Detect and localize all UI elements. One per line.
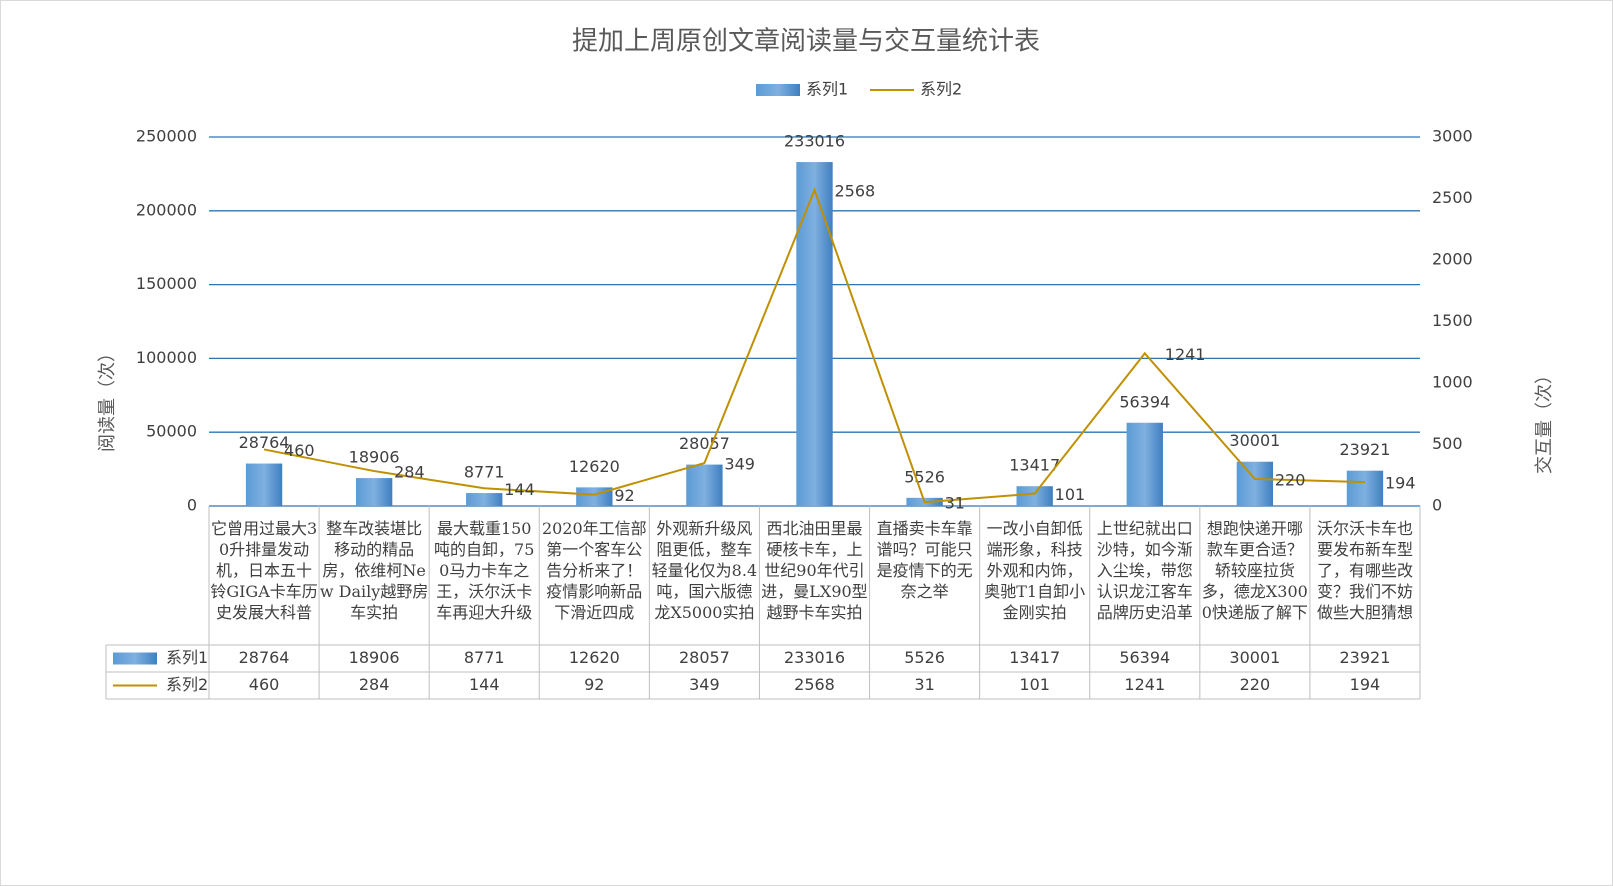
x-tick-label: 沃尔沃卡车也要发布新车型了，有哪些改变？我们不妨做些大胆猜想 — [1316, 519, 1413, 622]
data-label: 233016 — [784, 132, 845, 151]
data-label: 92 — [614, 486, 634, 505]
legend-key — [113, 652, 157, 665]
bar — [796, 162, 833, 506]
table-cell: 101 — [1019, 675, 1050, 694]
y2-tick-label: 1000 — [1432, 373, 1473, 392]
data-label: 12620 — [569, 457, 620, 476]
x-tick-label: 一改小自卸低端形象，科技外观和内饰，奥驰T1自卸小金刚实拍 — [984, 519, 1086, 622]
data-label: 56394 — [1119, 392, 1170, 411]
table-cell: 233016 — [784, 648, 845, 667]
legend-label: 系列2 — [920, 80, 962, 99]
y-tick-label: 0 — [187, 496, 197, 515]
data-label: 8771 — [464, 463, 505, 482]
data-label: 101 — [1055, 485, 1086, 504]
data-label: 349 — [724, 455, 755, 474]
table-cell: 2568 — [794, 675, 835, 694]
y-tick-label: 200000 — [136, 200, 197, 219]
data-label: 31 — [945, 494, 965, 513]
category-cell: 直播卖卡车靠谱吗？可能只是疫情下的无奈之举 — [876, 519, 973, 601]
y-tick-label: 250000 — [136, 127, 197, 146]
y-axis-title: 阅读量（次） — [97, 344, 118, 452]
y-tick-label: 100000 — [136, 348, 197, 367]
category-cell: 想跑快递开哪款车更合适？轿较座拉货多，德龙X3000快递版了解下 — [1201, 519, 1308, 622]
x-tick-label: 想跑快递开哪款车更合适？轿较座拉货多，德龙X3000快递版了解下 — [1201, 519, 1308, 622]
legend-key — [756, 84, 800, 96]
x-tick-label: 整车改装堪比移动的精品房，依维柯New Daily越野房车实拍 — [319, 519, 429, 622]
legend-label: 系列1 — [806, 80, 848, 99]
table-cell: 284 — [359, 675, 390, 694]
table-cell: 28764 — [239, 648, 290, 667]
y2-axis-title: 交互量（次） — [1534, 366, 1555, 474]
data-label: 460 — [284, 441, 315, 460]
data-label: 28057 — [679, 434, 730, 453]
data-label: 220 — [1275, 470, 1306, 489]
category-cell: 沃尔沃卡车也要发布新车型了，有哪些改变？我们不妨做些大胆猜想 — [1316, 519, 1413, 622]
data-label: 284 — [394, 463, 425, 482]
y-tick-label: 150000 — [136, 274, 197, 293]
table-cell: 144 — [469, 675, 500, 694]
table-cell: 349 — [689, 675, 720, 694]
x-tick-label: 外观新升级风阻更低，整车轻量化仅为8.4吨，国六版德龙X5000实拍 — [651, 519, 758, 622]
y2-tick-label: 500 — [1432, 434, 1463, 453]
table-cell: 56394 — [1119, 648, 1170, 667]
table-cell: 28057 — [679, 648, 730, 667]
x-tick-label: 直播卖卡车靠谱吗？可能只是疫情下的无奈之举 — [876, 519, 973, 601]
bar — [245, 463, 283, 506]
data-label: 13417 — [1009, 456, 1060, 475]
data-label: 194 — [1385, 474, 1416, 493]
table-cell: 8771 — [464, 648, 505, 667]
table-cell: 13417 — [1009, 648, 1060, 667]
y2-tick-label: 1500 — [1432, 311, 1473, 330]
data-label: 28764 — [239, 433, 290, 452]
chart-title: 提加上周原创文章阅读量与交互量统计表 — [572, 27, 1040, 57]
data-label: 2568 — [835, 182, 876, 201]
table-cell: 12620 — [569, 648, 620, 667]
data-label: 23921 — [1340, 440, 1391, 459]
y-tick-label: 50000 — [146, 422, 197, 441]
table-cell: 31 — [914, 675, 934, 694]
bar — [1346, 470, 1384, 506]
x-tick-label: 2020年工信部第一个客车公告分析来了！疫情影响新品下滑近四成 — [541, 519, 647, 622]
data-label: 5526 — [904, 467, 945, 486]
table-cell: 5526 — [904, 648, 945, 667]
bar — [1236, 461, 1274, 506]
table-cell: 1241 — [1124, 675, 1165, 694]
category-cell: 它曾用过最大30升排量发动机，日本五十铃GIGA卡车历史发展大科普 — [210, 519, 318, 622]
table-cell: 460 — [249, 675, 280, 694]
x-tick-label: 西北油田里最硬核卡车，上世纪90年代引进，曼LX90型越野卡车实拍 — [761, 519, 868, 622]
y2-tick-label: 2000 — [1432, 250, 1473, 269]
line — [263, 187, 1365, 504]
x-tick-label: 最大载重150吨的自卸，750马力卡车之王，沃尔沃卡车再迎大升级 — [434, 519, 535, 622]
y2-tick-label: 3000 — [1432, 127, 1473, 146]
category-cell: 西北油田里最硬核卡车，上世纪90年代引进，曼LX90型越野卡车实拍 — [761, 519, 868, 622]
y2-tick-label: 0 — [1432, 496, 1442, 515]
table-cell: 92 — [584, 675, 604, 694]
data-label: 1241 — [1165, 345, 1206, 364]
table-row-header: 系列1 — [166, 648, 208, 667]
bar — [466, 493, 503, 506]
table-row-header: 系列2 — [166, 675, 208, 694]
table-cell: 30001 — [1229, 648, 1280, 667]
category-cell: 最大载重150吨的自卸，750马力卡车之王，沃尔沃卡车再迎大升级 — [434, 519, 535, 622]
data-label: 144 — [504, 480, 535, 499]
data-label: 30001 — [1229, 431, 1280, 450]
category-cell: 整车改装堪比移动的精品房，依维柯New Daily越野房车实拍 — [319, 519, 429, 622]
category-cell: 一改小自卸低端形象，科技外观和内饰，奥驰T1自卸小金刚实拍 — [984, 519, 1086, 622]
category-cell: 上世纪就出口沙特，如今渐入尘埃，带您认识龙江客车品牌历史沿革 — [1096, 519, 1193, 622]
table-cell: 220 — [1240, 675, 1271, 694]
bar — [1016, 486, 1053, 506]
table-cell: 23921 — [1340, 648, 1391, 667]
x-tick-label: 上世纪就出口沙特，如今渐入尘埃，带您认识龙江客车品牌历史沿革 — [1096, 519, 1193, 622]
x-tick-label: 它曾用过最大30升排量发动机，日本五十铃GIGA卡车历史发展大科普 — [210, 519, 318, 622]
category-cell: 2020年工信部第一个客车公告分析来了！疫情影响新品下滑近四成 — [541, 519, 647, 622]
bar — [355, 478, 393, 506]
table-cell: 194 — [1350, 675, 1381, 694]
category-cell: 外观新升级风阻更低，整车轻量化仅为8.4吨，国六版德龙X5000实拍 — [651, 519, 758, 622]
data-label: 18906 — [349, 448, 400, 467]
y2-tick-label: 2500 — [1432, 188, 1473, 207]
table-cell: 18906 — [349, 648, 400, 667]
bar — [1126, 422, 1163, 506]
bar — [686, 464, 723, 506]
